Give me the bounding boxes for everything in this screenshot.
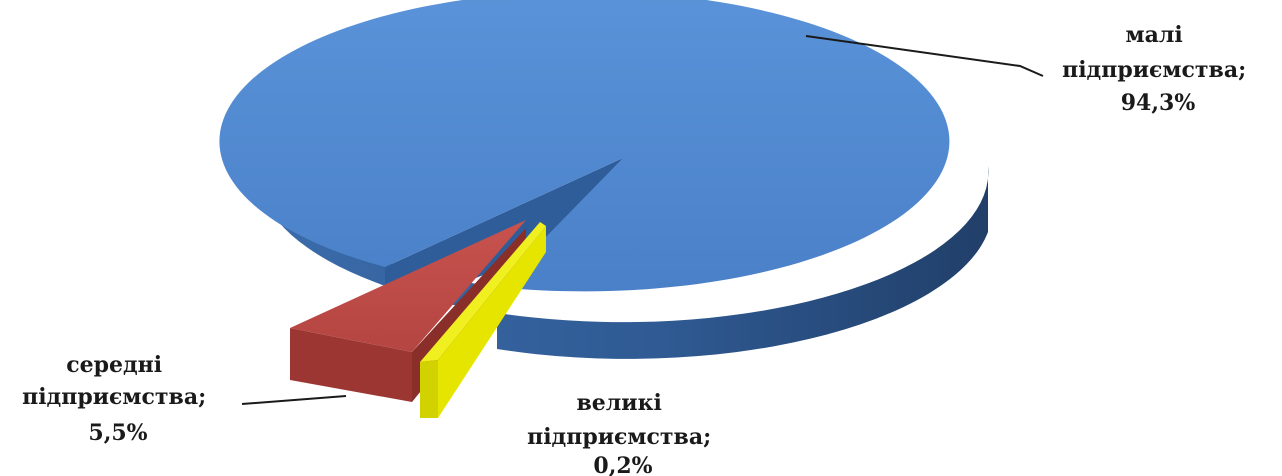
leader-line-medium [241,395,347,405]
slice-small-side [258,166,989,359]
slice-large-top [420,222,546,362]
pie-slice-small-enterprises [219,0,989,359]
label-small-enterprises: малі підприємства; 94,3% [1062,22,1254,116]
slice-medium-front [290,328,412,402]
slice-medium-top [290,220,526,352]
leader-line-small [805,35,1044,77]
slice-large-side [438,226,546,418]
label-medium-enterprises: середні підприємства; 5,5% [22,352,214,446]
slice-small-top [219,0,950,292]
pie-slice-large-enterprises [420,222,546,418]
label-large-enterprises: великі підприємства; 0,2% [527,390,719,476]
slice-large-front [420,360,438,418]
